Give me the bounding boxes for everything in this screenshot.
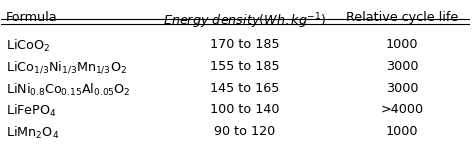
Text: 170 to 185: 170 to 185 [210, 38, 280, 51]
Text: 1000: 1000 [385, 38, 418, 51]
Text: 3000: 3000 [385, 60, 418, 73]
Text: 1000: 1000 [385, 125, 418, 138]
Text: 100 to 140: 100 to 140 [210, 103, 280, 116]
Text: 90 to 120: 90 to 120 [214, 125, 275, 138]
Text: 145 to 165: 145 to 165 [210, 81, 280, 95]
Text: 3000: 3000 [385, 81, 418, 95]
Text: LiCo$_{1/3}$Ni$_{1/3}$Mn$_{1/3}$O$_2$: LiCo$_{1/3}$Ni$_{1/3}$Mn$_{1/3}$O$_2$ [6, 60, 127, 75]
Text: LiMn$_2$O$_4$: LiMn$_2$O$_4$ [6, 125, 59, 141]
Text: LiCoO$_2$: LiCoO$_2$ [6, 38, 50, 54]
Text: 155 to 185: 155 to 185 [210, 60, 280, 73]
Text: Energy density$(Wh.kg^{-1})$: Energy density$(Wh.kg^{-1})$ [164, 11, 327, 31]
Text: LiNi$_{0.8}$Co$_{0.15}$Al$_{0.05}$O$_2$: LiNi$_{0.8}$Co$_{0.15}$Al$_{0.05}$O$_2$ [6, 81, 131, 98]
Text: >4000: >4000 [380, 103, 423, 116]
Text: LiFePO$_4$: LiFePO$_4$ [6, 103, 57, 119]
Text: Formula: Formula [6, 11, 58, 24]
Text: Relative cycle life: Relative cycle life [346, 11, 458, 24]
